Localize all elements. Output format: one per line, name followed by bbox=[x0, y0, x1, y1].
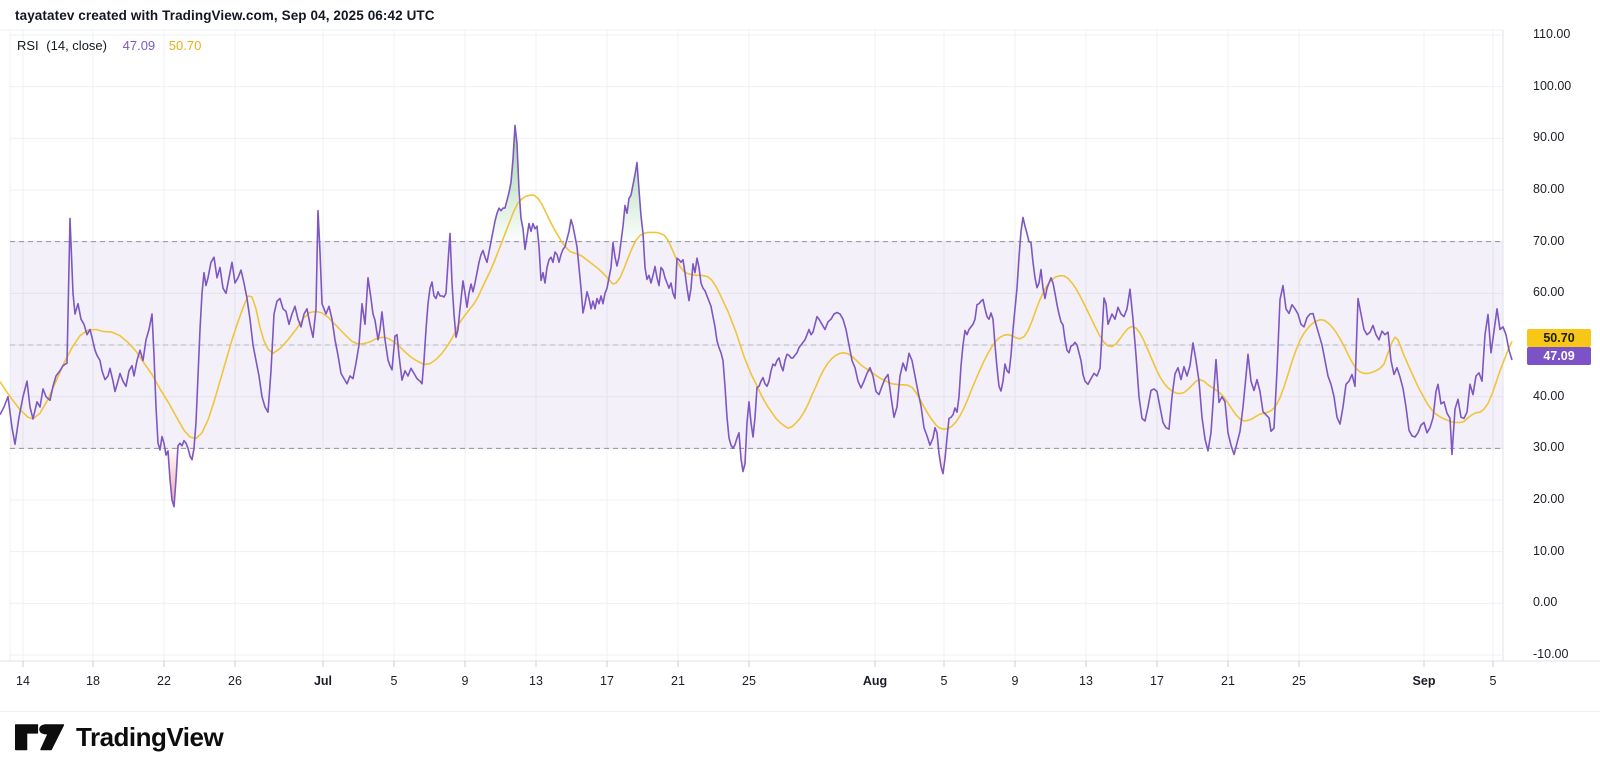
x-axis-label: 5 bbox=[390, 674, 398, 688]
y-axis-label: 70.00 bbox=[1533, 233, 1565, 248]
tradingview-logo[interactable]: TradingView bbox=[15, 722, 224, 753]
indicator-params: (14, close) bbox=[46, 38, 107, 53]
x-axis-label: 17 bbox=[1150, 674, 1164, 688]
y-axis-label: 80.00 bbox=[1533, 182, 1565, 196]
x-axis-label: 21 bbox=[671, 674, 685, 688]
x-axis-label: 9 bbox=[1011, 674, 1019, 688]
x-axis-label: 21 bbox=[1221, 674, 1235, 688]
y-axis-label: 10.00 bbox=[1533, 543, 1565, 558]
x-axis-label: 25 bbox=[742, 674, 756, 688]
ma-line bbox=[0, 194, 1513, 440]
x-axis-label: 18 bbox=[86, 674, 100, 688]
legend-rsi-value: 47.09 bbox=[122, 38, 156, 53]
y-axis-label: 100.00 bbox=[1533, 78, 1572, 93]
y-axis-label: 90.00 bbox=[1533, 130, 1565, 145]
y-axis-label: -10.00 bbox=[1533, 647, 1569, 661]
tradingview-wordmark: TradingView bbox=[76, 722, 224, 752]
y-axis-label: 40.00 bbox=[1533, 388, 1565, 403]
ma-price-badge: 50.70 bbox=[1527, 329, 1591, 347]
footer-bar: TradingView bbox=[0, 712, 1600, 779]
x-axis-label: Aug bbox=[862, 674, 888, 688]
x-axis-label: 14 bbox=[16, 674, 30, 688]
indicator-legend[interactable]: RSI (14, close) 47.09 50.70 bbox=[17, 38, 201, 53]
x-axis-label: 5 bbox=[940, 674, 948, 688]
x-axis-label: 25 bbox=[1292, 674, 1306, 688]
x-axis-label: 17 bbox=[600, 674, 614, 688]
rsi-price-badge: 47.09 bbox=[1527, 347, 1591, 365]
y-axis-label: 110.00 bbox=[1533, 27, 1571, 41]
y-axis-label: 30.00 bbox=[1533, 440, 1565, 455]
x-axis-label: Jul bbox=[313, 674, 333, 688]
attribution-text: tayatatev created with TradingView.com, … bbox=[15, 8, 435, 23]
x-axis-label: Sep bbox=[1412, 674, 1436, 688]
x-axis-label: 26 bbox=[228, 674, 242, 688]
x-axis-label: 22 bbox=[157, 674, 171, 688]
legend-ma-value: 50.70 bbox=[168, 38, 202, 53]
x-axis-label: 5 bbox=[1489, 674, 1497, 688]
y-axis-label: 60.00 bbox=[1533, 285, 1565, 300]
indicator-title: RSI bbox=[17, 38, 39, 53]
y-axis-label: 20.00 bbox=[1533, 492, 1565, 506]
y-axis-label: 0.00 bbox=[1533, 595, 1558, 610]
tradingview-logo-icon bbox=[15, 723, 65, 750]
x-axis-label: 9 bbox=[461, 674, 469, 688]
rsi-line bbox=[0, 124, 1513, 508]
x-axis-label: 13 bbox=[529, 674, 543, 688]
x-axis-label: 13 bbox=[1079, 674, 1093, 688]
